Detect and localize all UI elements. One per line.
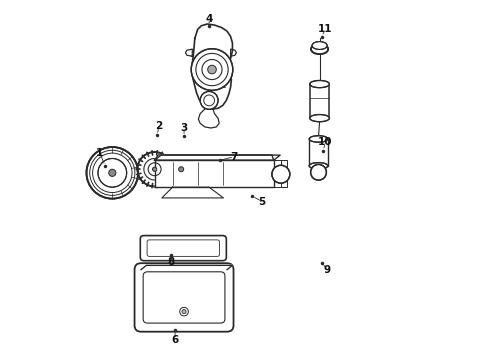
Ellipse shape	[311, 44, 328, 54]
FancyBboxPatch shape	[135, 263, 234, 332]
Circle shape	[179, 167, 184, 172]
Ellipse shape	[310, 114, 329, 122]
Polygon shape	[186, 49, 192, 56]
Polygon shape	[141, 265, 232, 270]
Text: 5: 5	[259, 197, 266, 207]
Text: 2: 2	[155, 121, 163, 131]
Circle shape	[109, 169, 116, 176]
Circle shape	[170, 158, 193, 181]
Polygon shape	[192, 24, 232, 109]
Circle shape	[98, 158, 126, 187]
Circle shape	[182, 310, 186, 314]
Text: 4: 4	[205, 14, 213, 24]
Bar	[310, 84, 329, 118]
Polygon shape	[155, 160, 274, 187]
Text: 11: 11	[318, 24, 333, 35]
Circle shape	[208, 65, 216, 74]
Polygon shape	[231, 49, 236, 56]
FancyBboxPatch shape	[140, 235, 226, 261]
Circle shape	[272, 165, 290, 183]
Text: 1: 1	[96, 148, 103, 158]
Ellipse shape	[309, 163, 328, 169]
Text: 8: 8	[168, 257, 175, 267]
Text: 6: 6	[172, 334, 179, 345]
Circle shape	[137, 152, 172, 186]
Ellipse shape	[309, 136, 328, 142]
Polygon shape	[155, 155, 280, 160]
Circle shape	[191, 49, 233, 90]
Text: 10: 10	[318, 138, 333, 147]
Circle shape	[87, 147, 138, 199]
Circle shape	[152, 167, 157, 171]
Text: 7: 7	[231, 152, 238, 162]
FancyBboxPatch shape	[143, 272, 225, 323]
Polygon shape	[198, 108, 219, 128]
Circle shape	[311, 165, 326, 180]
Ellipse shape	[310, 81, 329, 87]
Circle shape	[148, 163, 161, 176]
Text: 3: 3	[180, 123, 188, 133]
Polygon shape	[162, 187, 223, 198]
Polygon shape	[155, 155, 274, 160]
Text: 9: 9	[324, 265, 331, 275]
Ellipse shape	[312, 41, 327, 49]
Bar	[274, 160, 287, 187]
Bar	[309, 139, 328, 166]
Circle shape	[200, 91, 218, 109]
